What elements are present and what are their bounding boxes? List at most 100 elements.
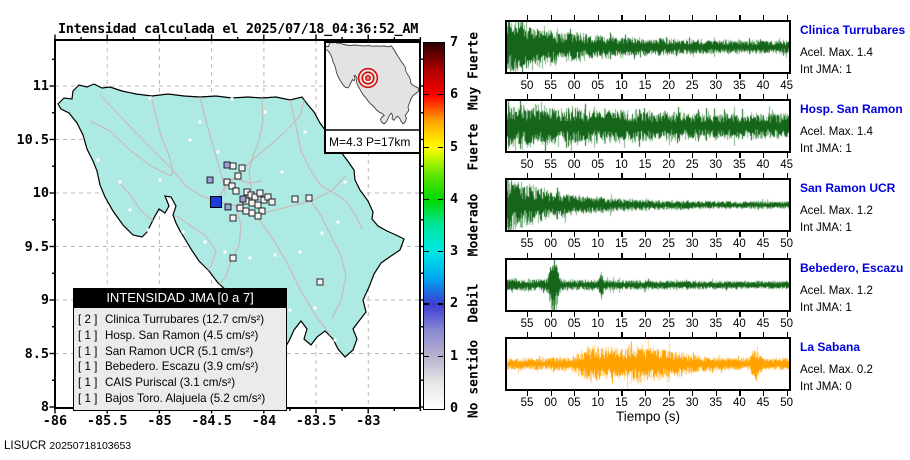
legend-entry-intensity: [ 1 ] [78,344,98,358]
legend-entry-intensity: [ 2 ] [78,313,98,326]
trace-tick-mark [715,312,717,317]
trace-tick-mark [645,74,647,79]
trace-tick-mark [763,391,765,396]
trace-tick-mark [668,312,670,317]
colorbar-band-label: Muy Fuerte [466,31,482,110]
map-x-tick-label: -85 [147,413,172,429]
trace-tick-mark [550,173,552,178]
station-acel-max: Acel. Max. 1.2 [800,205,873,217]
intensity-marker-0 [248,199,256,207]
intensity-marker-0 [258,207,266,215]
intensity-marker-0 [228,182,236,190]
trace-tick-mark [786,332,788,337]
colorbar-tick-mark [438,303,443,305]
map-x-tick-label: -84.5 [191,413,232,429]
trace-time-tick: 15 [638,80,652,92]
trace-tick-mark [668,74,670,79]
colorbar-tick-mark [424,355,429,357]
trace-tick-mark [527,391,529,396]
trace-time-tick: 50 [780,318,793,330]
trace-tick-mark [597,74,599,79]
trace-tick-mark [668,391,670,396]
trace-time-tick: 25 [662,397,675,409]
trace-tick-mark [668,153,670,158]
trace-tick-mark [645,153,647,158]
trace-time-tick: 20 [638,397,652,409]
trace-tick-mark [621,173,623,178]
station-dot [181,230,185,234]
trace-time-tick: 05 [591,80,605,92]
trace-time-tick: 50 [520,159,534,171]
colorbar-band-label: Fuerte [466,123,482,171]
colorbar-tick-mark [424,303,429,305]
trace-tick-mark [621,15,623,20]
inset-magnitude-label: M=4.3 P=17km [329,135,411,149]
trace-tick-mark [574,253,576,258]
trace-tick-mark [621,232,623,237]
station-dot [198,120,202,124]
inset-epicenter-icon [357,67,379,89]
intensity-marker-0 [229,254,237,262]
trace-time-tick: 50 [780,238,793,250]
legend-entry-label: San Ramon UCR (5.1 cm/s²) [105,344,254,358]
trace-time-tick: 45 [780,80,793,92]
waveform-canvas [507,22,789,72]
trace-time-tick: 25 [685,159,699,171]
trace-tick-mark [597,15,599,20]
trace-time-tick: 50 [780,397,793,409]
trace-tick-mark [739,332,741,337]
trace-tick-mark [668,332,670,337]
trace-tick-mark [739,94,741,99]
trace-tick-mark [763,232,765,237]
trace-tick-mark [621,74,623,79]
colorbar-band-label: Moderado [466,193,482,257]
map-y-tick-label: 10.5 [16,131,49,148]
trace-tick-mark [597,153,599,158]
station-name: San Ramon UCR [800,181,896,195]
intensity-marker-0 [268,198,276,206]
trace-tick-mark [786,153,788,158]
trace-tick-mark [692,232,694,237]
intensity-marker-0 [264,193,272,201]
trace-time-tick: 35 [709,397,723,409]
trace-tick-mark [692,15,694,20]
station-dot [146,228,150,232]
intensity-marker-1 [224,203,232,211]
waveform-canvas [507,339,789,389]
legend-entry-intensity: [ 1 ] [78,360,98,374]
station-acel-max: Acel. Max. 1.4 [800,126,873,138]
station-dot [223,250,227,254]
trace-time-tick: 10 [591,318,605,330]
legend-entry-label: Hosp. San Ramon (4.5 cm/s²) [105,328,259,342]
colorbar-band-label: Debil [466,283,482,323]
trace-tick-mark [739,253,741,258]
legend-entry: [ 1 ] San Ramon UCR (5.1 cm/s²) [78,344,283,360]
intensity-marker-0 [229,214,237,222]
trace-tick-mark [574,173,576,178]
trace-time-tick: 15 [614,238,628,250]
map-y-tick-label: 8 [40,399,49,415]
trace-tick-mark [763,15,765,20]
trace-tick-mark [527,15,529,20]
trace-tick-mark [715,253,717,258]
seismogram-trace-box [505,20,791,74]
trace-tick-mark [692,253,694,258]
colorbar-tick-label: 5 [450,138,459,155]
trace-time-tick: 20 [662,159,675,171]
credit-text: LISUCR 20250718103653 [4,440,131,452]
trace-tick-mark [597,232,599,237]
legend-title: INTENSIDAD JMA [0 a 7] [73,288,287,308]
trace-time-tick: 15 [614,318,628,330]
trace-tick-mark [597,253,599,258]
trace-tick-mark [668,94,670,99]
map-y-tick-label: 9.5 [24,238,49,255]
trace-tick-mark [692,391,694,396]
trace-tick-mark [621,153,623,158]
trace-time-tick: 40 [756,159,770,171]
trace-tick-mark [574,391,576,396]
map-y-tick-label: 8.5 [24,345,49,362]
colorbar-tick-mark [438,355,443,357]
trace-tick-mark [763,94,765,99]
tiempo-axis-label: Tiempo (s) [615,409,680,424]
trace-time-tick: 00 [544,238,557,250]
